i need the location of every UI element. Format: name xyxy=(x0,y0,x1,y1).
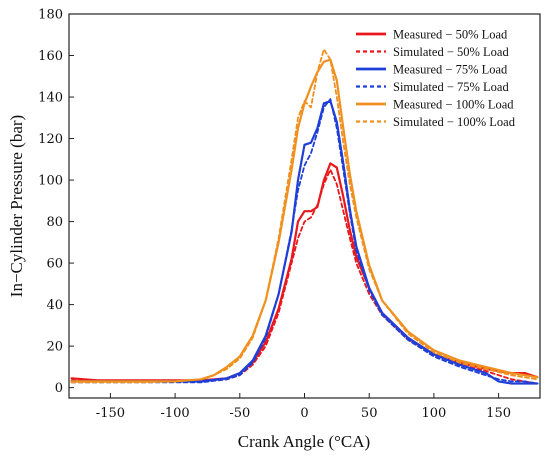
y-tick-label: 60 xyxy=(46,257,63,272)
y-tick-label: 0 xyxy=(55,381,63,396)
y-tick-label: 20 xyxy=(46,340,63,355)
series-line-2 xyxy=(70,100,539,385)
y-tick-label: 180 xyxy=(38,8,63,23)
legend-label: Simulated − 100% Load xyxy=(393,115,516,129)
x-tick-label: -150 xyxy=(96,406,125,421)
x-tick-label: 150 xyxy=(486,406,511,421)
series-line-3 xyxy=(70,98,539,385)
x-tick-label: -50 xyxy=(229,406,250,421)
legend: Measured − 50% Load Simulated − 50% Load M… xyxy=(356,28,516,129)
x-tick-label: 50 xyxy=(361,406,378,421)
x-axis-ticks: -150 -100 -50 0 50 100 150 xyxy=(96,393,511,421)
x-tick-label: -100 xyxy=(160,406,189,421)
series-line-5 xyxy=(70,48,539,384)
legend-label: Simulated − 75% Load xyxy=(393,80,509,94)
y-tick-label: 160 xyxy=(38,49,63,64)
plot-lines xyxy=(70,48,539,385)
series-line-0 xyxy=(70,162,539,382)
legend-label: Measured − 75% Load xyxy=(393,63,508,77)
x-tick-label: 0 xyxy=(300,406,308,421)
y-tick-label: 80 xyxy=(46,215,63,230)
legend-label: Simulated − 50% Load xyxy=(393,45,509,59)
y-axis-ticks: 0 20 40 60 80 100 120 140 160 180 xyxy=(38,8,74,396)
y-tick-label: 120 xyxy=(38,132,63,147)
legend-label: Measured − 100% Load xyxy=(393,98,514,112)
x-axis-title: Crank Angle (°CA) xyxy=(238,432,370,451)
x-tick-label: 100 xyxy=(421,406,446,421)
y-tick-label: 40 xyxy=(46,298,63,313)
y-tick-label: 140 xyxy=(38,91,63,106)
series-line-1 xyxy=(70,168,539,385)
y-tick-label: 100 xyxy=(38,174,63,189)
y-axis-title: In−Cylinder Pressure (bar) xyxy=(7,115,26,297)
legend-label: Measured − 50% Load xyxy=(393,28,508,42)
